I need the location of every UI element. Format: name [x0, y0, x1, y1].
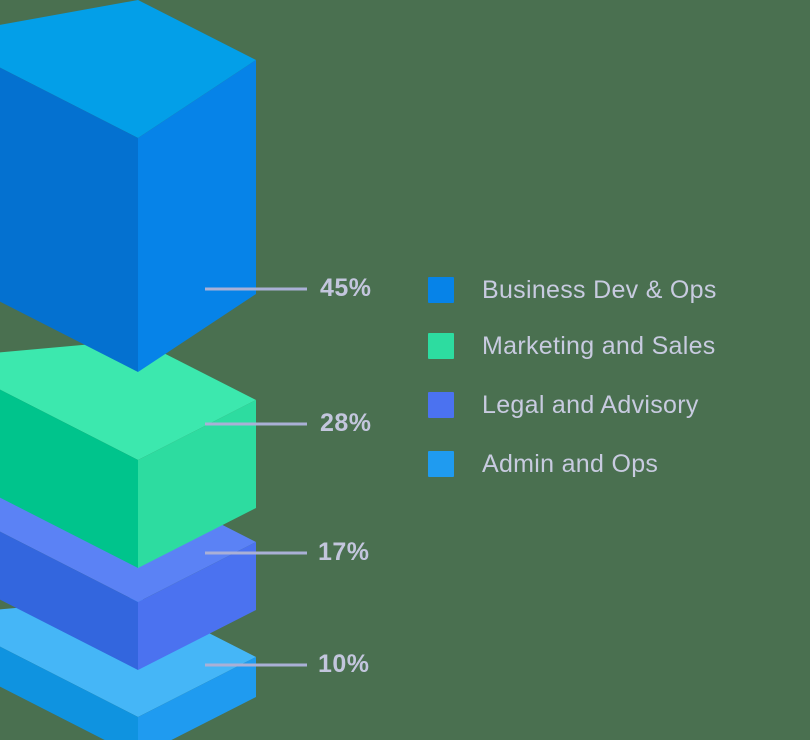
legend-item-label: Marketing and Sales: [482, 331, 716, 360]
legend-swatch-icon: [428, 277, 454, 303]
legend-swatch-icon: [428, 333, 454, 359]
block-admin-and-ops-right-face: [138, 657, 256, 740]
value-label-admin-and-ops: 10%: [318, 650, 370, 678]
legend-swatch-icon: [428, 451, 454, 477]
block-marketing-and-sales-left-face: [0, 389, 138, 568]
legend-item-label: Business Dev & Ops: [482, 275, 717, 304]
block-marketing-and-sales-right-face: [138, 400, 256, 568]
block-business-dev-and-ops[interactable]: [0, 0, 256, 372]
legend-item-legal-and-advisory[interactable]: Legal and Advisory: [428, 374, 778, 436]
block-marketing-and-sales-top-face: [0, 340, 256, 460]
legend-item-marketing-and-sales[interactable]: Marketing and Sales: [428, 318, 778, 374]
legend-item-business-dev-and-ops[interactable]: Business Dev & Ops: [428, 262, 778, 318]
legend-item-label: Legal and Advisory: [482, 390, 699, 419]
value-label-marketing-and-sales: 28%: [320, 409, 372, 437]
block-legal-and-advisory-left-face: [0, 531, 138, 670]
block-admin-and-ops-left-face: [0, 646, 138, 740]
block-marketing-and-sales[interactable]: [0, 340, 256, 568]
value-label-business-dev-and-ops: 45%: [320, 274, 372, 302]
legend-item-admin-and-ops[interactable]: Admin and Ops: [428, 436, 778, 492]
block-business-dev-and-ops-top-face: [0, 0, 256, 138]
value-label-legal-and-advisory: 17%: [318, 538, 370, 566]
legend-item-label: Admin and Ops: [482, 449, 659, 478]
block-business-dev-and-ops-left-face: [0, 67, 138, 372]
legend-swatch-icon: [428, 392, 454, 418]
block-business-dev-and-ops-right-face: [138, 60, 256, 372]
block-legal-and-advisory-right-face: [138, 542, 256, 670]
legend: Business Dev & Ops Marketing and Sales L…: [428, 262, 778, 492]
